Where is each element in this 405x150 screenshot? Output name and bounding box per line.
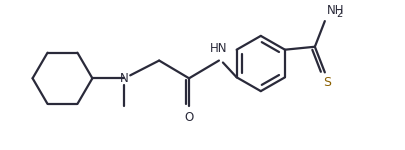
Text: HN: HN [210, 42, 227, 55]
Text: N: N [119, 72, 128, 85]
Text: NH: NH [326, 4, 343, 17]
Text: 2: 2 [335, 9, 342, 19]
Text: S: S [322, 76, 330, 89]
Text: O: O [184, 111, 193, 124]
